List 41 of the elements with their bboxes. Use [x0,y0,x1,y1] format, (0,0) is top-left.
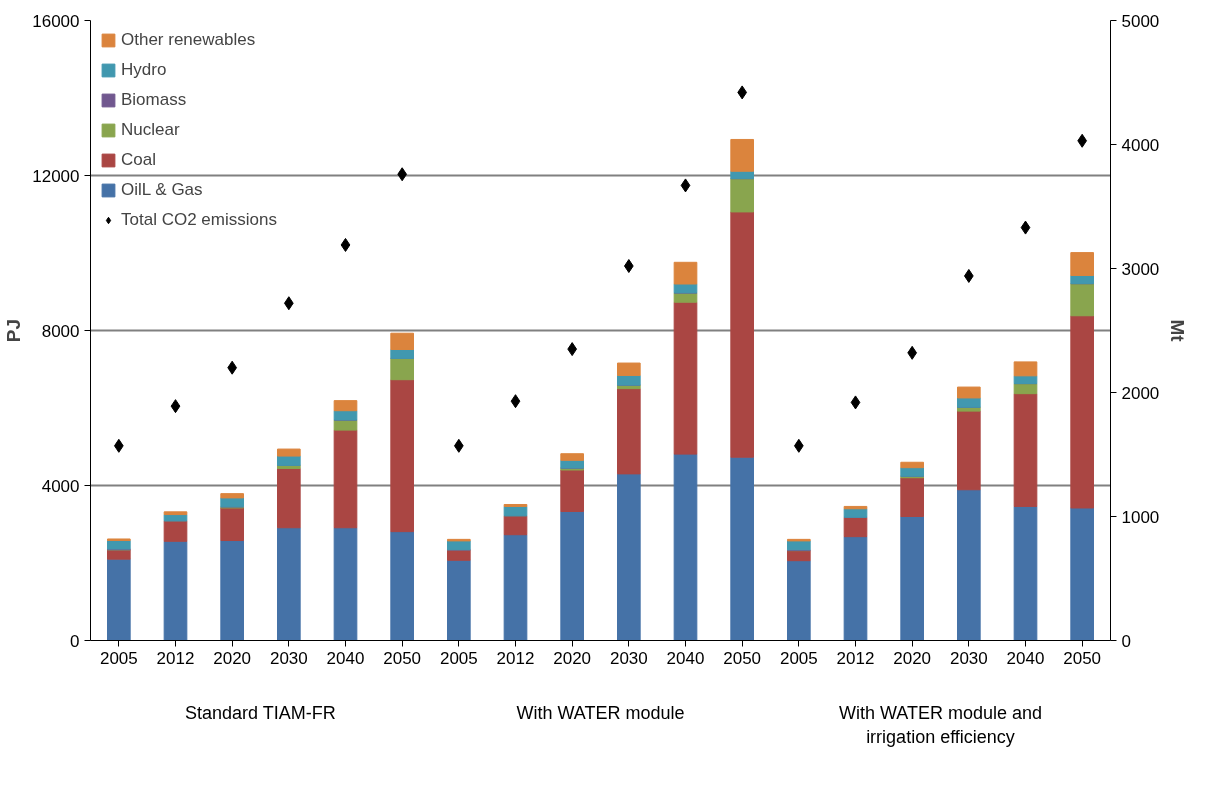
x-tick-label: 2050 [383,648,422,668]
y2-tick-label: 1000 [1121,507,1160,527]
x-tick-label: 2040 [1006,648,1045,668]
y-tick-label: 12000 [32,166,80,186]
legend-label: Other renewables [121,30,256,50]
y2-tick-label: 2000 [1121,383,1160,403]
y-tick-label: 4000 [41,476,80,496]
x-tick-label: 2020 [553,648,592,668]
text: With WATER module and irrigation efficiency [838,702,1043,747]
y-tick-label: 16000 [32,11,80,31]
x-tick-label: 2050 [723,648,762,668]
legend-label: Coal [121,150,156,170]
text: Standard TIAM-FR [184,702,336,723]
text: With WATER module [516,702,685,723]
y2-tick-label: 4000 [1121,135,1160,155]
x-tick-label: 2005 [779,648,818,668]
y-axis-title: PJ [3,318,25,343]
y2-tick-label: 5000 [1121,11,1160,31]
y2-tick-label: 3000 [1121,259,1160,279]
legend-label: Hydro [121,60,167,80]
x-tick-label: 2030 [609,648,648,668]
x-tick-label: 2020 [213,648,252,668]
y-tick-label: 8000 [41,321,80,341]
y2-axis-title: Mt [1167,319,1189,343]
x-tick-label: 2012 [156,648,195,668]
legend-label: Biomass [121,90,187,110]
x-tick-label: 2030 [269,648,308,668]
y-tick-label: 0 [70,631,80,651]
legend-label: OilL & Gas [121,180,203,200]
x-tick-label: 2040 [326,648,365,668]
y2-tick-label: 0 [1121,631,1131,651]
x-tick-label: 2012 [496,648,535,668]
legend-label: Nuclear [121,120,180,140]
x-tick-label: 2030 [949,648,988,668]
x-tick-label: 2050 [1063,648,1102,668]
legend-label: Total CO2 emissions [121,210,277,230]
x-tick-label: 2012 [836,648,875,668]
x-tick-label: 2005 [439,648,478,668]
x-tick-label: 2040 [666,648,705,668]
x-tick-label: 2020 [893,648,932,668]
x-tick-label: 2005 [99,648,138,668]
